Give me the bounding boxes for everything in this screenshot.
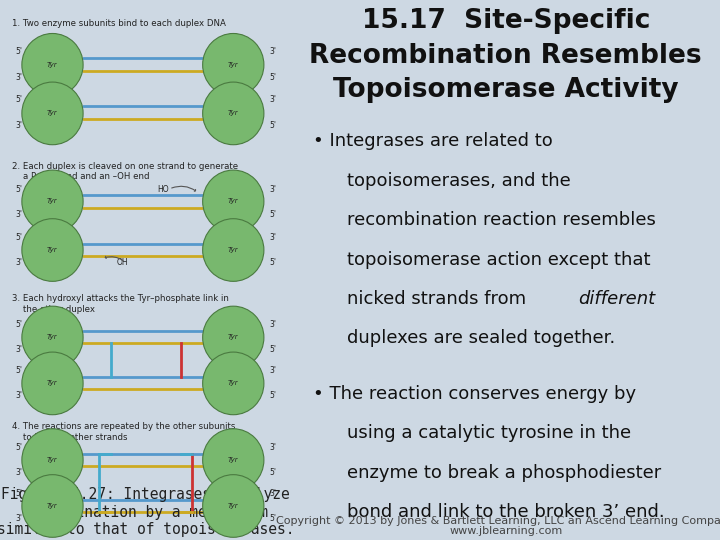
Text: 3': 3'	[269, 320, 276, 329]
Ellipse shape	[202, 306, 264, 369]
Text: Tyr: Tyr	[228, 334, 238, 341]
Text: 3': 3'	[15, 514, 22, 523]
Text: 5': 5'	[15, 366, 22, 375]
Text: 3': 3'	[269, 96, 276, 104]
Text: enzyme to break a phosphodiester: enzyme to break a phosphodiester	[347, 464, 662, 482]
Text: 5': 5'	[269, 210, 276, 219]
Text: 5': 5'	[269, 392, 276, 400]
Text: Copyright © 2013 by Jones & Bartlett Learning, LLC an Ascend Learning Company: Copyright © 2013 by Jones & Bartlett Lea…	[276, 516, 720, 526]
Text: using a catalytic tyrosine in the: using a catalytic tyrosine in the	[347, 424, 631, 442]
Ellipse shape	[202, 429, 264, 491]
Text: 3': 3'	[269, 48, 276, 56]
Text: • Integrases are related to: • Integrases are related to	[313, 132, 553, 150]
Text: • The reaction conserves energy by: • The reaction conserves energy by	[313, 385, 636, 403]
Text: topoisomerase action except that: topoisomerase action except that	[347, 251, 651, 268]
Text: 3': 3'	[269, 489, 276, 497]
Text: different: different	[579, 290, 656, 308]
Ellipse shape	[22, 475, 83, 537]
Text: Tyr: Tyr	[228, 457, 238, 463]
Text: 5': 5'	[269, 514, 276, 523]
Ellipse shape	[22, 352, 83, 415]
Text: 4. The reactions are repeated by the other subunits
    to join the other strand: 4. The reactions are repeated by the oth…	[12, 422, 235, 442]
Ellipse shape	[22, 82, 83, 145]
Text: 3': 3'	[15, 122, 22, 130]
Text: 5': 5'	[15, 96, 22, 104]
Text: Tyr: Tyr	[48, 380, 58, 387]
Text: 3': 3'	[15, 346, 22, 354]
Ellipse shape	[202, 352, 264, 415]
Text: Tyr: Tyr	[48, 334, 58, 341]
Text: Figure 15.27: Integrases catalyze
recombination by a mechanism
similar to that o: Figure 15.27: Integrases catalyze recomb…	[0, 488, 294, 537]
Text: 2. Each duplex is cleaved on one strand to generate
    a P–Tyr bond and an –OH : 2. Each duplex is cleaved on one strand …	[12, 162, 238, 181]
Text: 5': 5'	[15, 48, 22, 56]
Text: HO: HO	[158, 185, 169, 193]
Text: 3': 3'	[15, 210, 22, 219]
Ellipse shape	[202, 33, 264, 96]
Text: 5': 5'	[15, 320, 22, 329]
Text: 3': 3'	[269, 366, 276, 375]
Text: 5': 5'	[15, 443, 22, 451]
Text: 3': 3'	[15, 258, 22, 267]
Text: Tyr: Tyr	[48, 110, 58, 117]
Text: 3': 3'	[269, 185, 276, 193]
Ellipse shape	[22, 219, 83, 281]
Text: 5': 5'	[269, 258, 276, 267]
Text: Tyr: Tyr	[48, 503, 58, 509]
Ellipse shape	[202, 475, 264, 537]
Text: 3': 3'	[269, 233, 276, 241]
Text: Tyr: Tyr	[228, 380, 238, 387]
Text: Tyr: Tyr	[228, 503, 238, 509]
Text: www.jblearning.com: www.jblearning.com	[449, 525, 562, 536]
Text: duplexes are sealed together.: duplexes are sealed together.	[347, 329, 616, 347]
Ellipse shape	[22, 429, 83, 491]
Text: nicked strands from: nicked strands from	[347, 290, 532, 308]
Ellipse shape	[22, 306, 83, 369]
Text: Tyr: Tyr	[48, 247, 58, 253]
Text: 5': 5'	[269, 346, 276, 354]
Text: Tyr: Tyr	[228, 110, 238, 117]
Text: 3. Each hydroxyl attacks the Tyr–phosphate link in
    the other duplex: 3. Each hydroxyl attacks the Tyr–phospha…	[12, 294, 228, 314]
Text: 3': 3'	[15, 468, 22, 477]
Text: topoisomerases, and the: topoisomerases, and the	[347, 172, 571, 190]
Text: Tyr: Tyr	[228, 247, 238, 253]
Ellipse shape	[202, 219, 264, 281]
Text: Tyr: Tyr	[48, 457, 58, 463]
Ellipse shape	[22, 33, 83, 96]
Text: bond and link to the broken 3’ end.: bond and link to the broken 3’ end.	[347, 503, 665, 521]
Text: Tyr: Tyr	[48, 62, 58, 68]
Text: Tyr: Tyr	[228, 198, 238, 205]
Text: Topoisomerase Activity: Topoisomerase Activity	[333, 77, 679, 103]
Text: 3': 3'	[269, 443, 276, 451]
Text: 5': 5'	[15, 233, 22, 241]
Ellipse shape	[202, 170, 264, 233]
Text: OH: OH	[117, 258, 128, 267]
Ellipse shape	[202, 82, 264, 145]
Text: 5': 5'	[269, 468, 276, 477]
Text: 5': 5'	[269, 122, 276, 130]
Text: Tyr: Tyr	[228, 62, 238, 68]
Text: recombination reaction resembles: recombination reaction resembles	[347, 211, 656, 229]
Text: 3': 3'	[15, 73, 22, 82]
Text: Tyr: Tyr	[48, 198, 58, 205]
Ellipse shape	[22, 170, 83, 233]
Text: 5': 5'	[15, 185, 22, 193]
Text: 5': 5'	[15, 489, 22, 497]
Text: 5': 5'	[269, 73, 276, 82]
Text: 1. Two enzyme subunits bind to each duplex DNA: 1. Two enzyme subunits bind to each dupl…	[12, 19, 225, 28]
Text: 3': 3'	[15, 392, 22, 400]
Text: Recombination Resembles: Recombination Resembles	[310, 43, 702, 69]
Text: 15.17  Site-Specific: 15.17 Site-Specific	[361, 8, 650, 34]
